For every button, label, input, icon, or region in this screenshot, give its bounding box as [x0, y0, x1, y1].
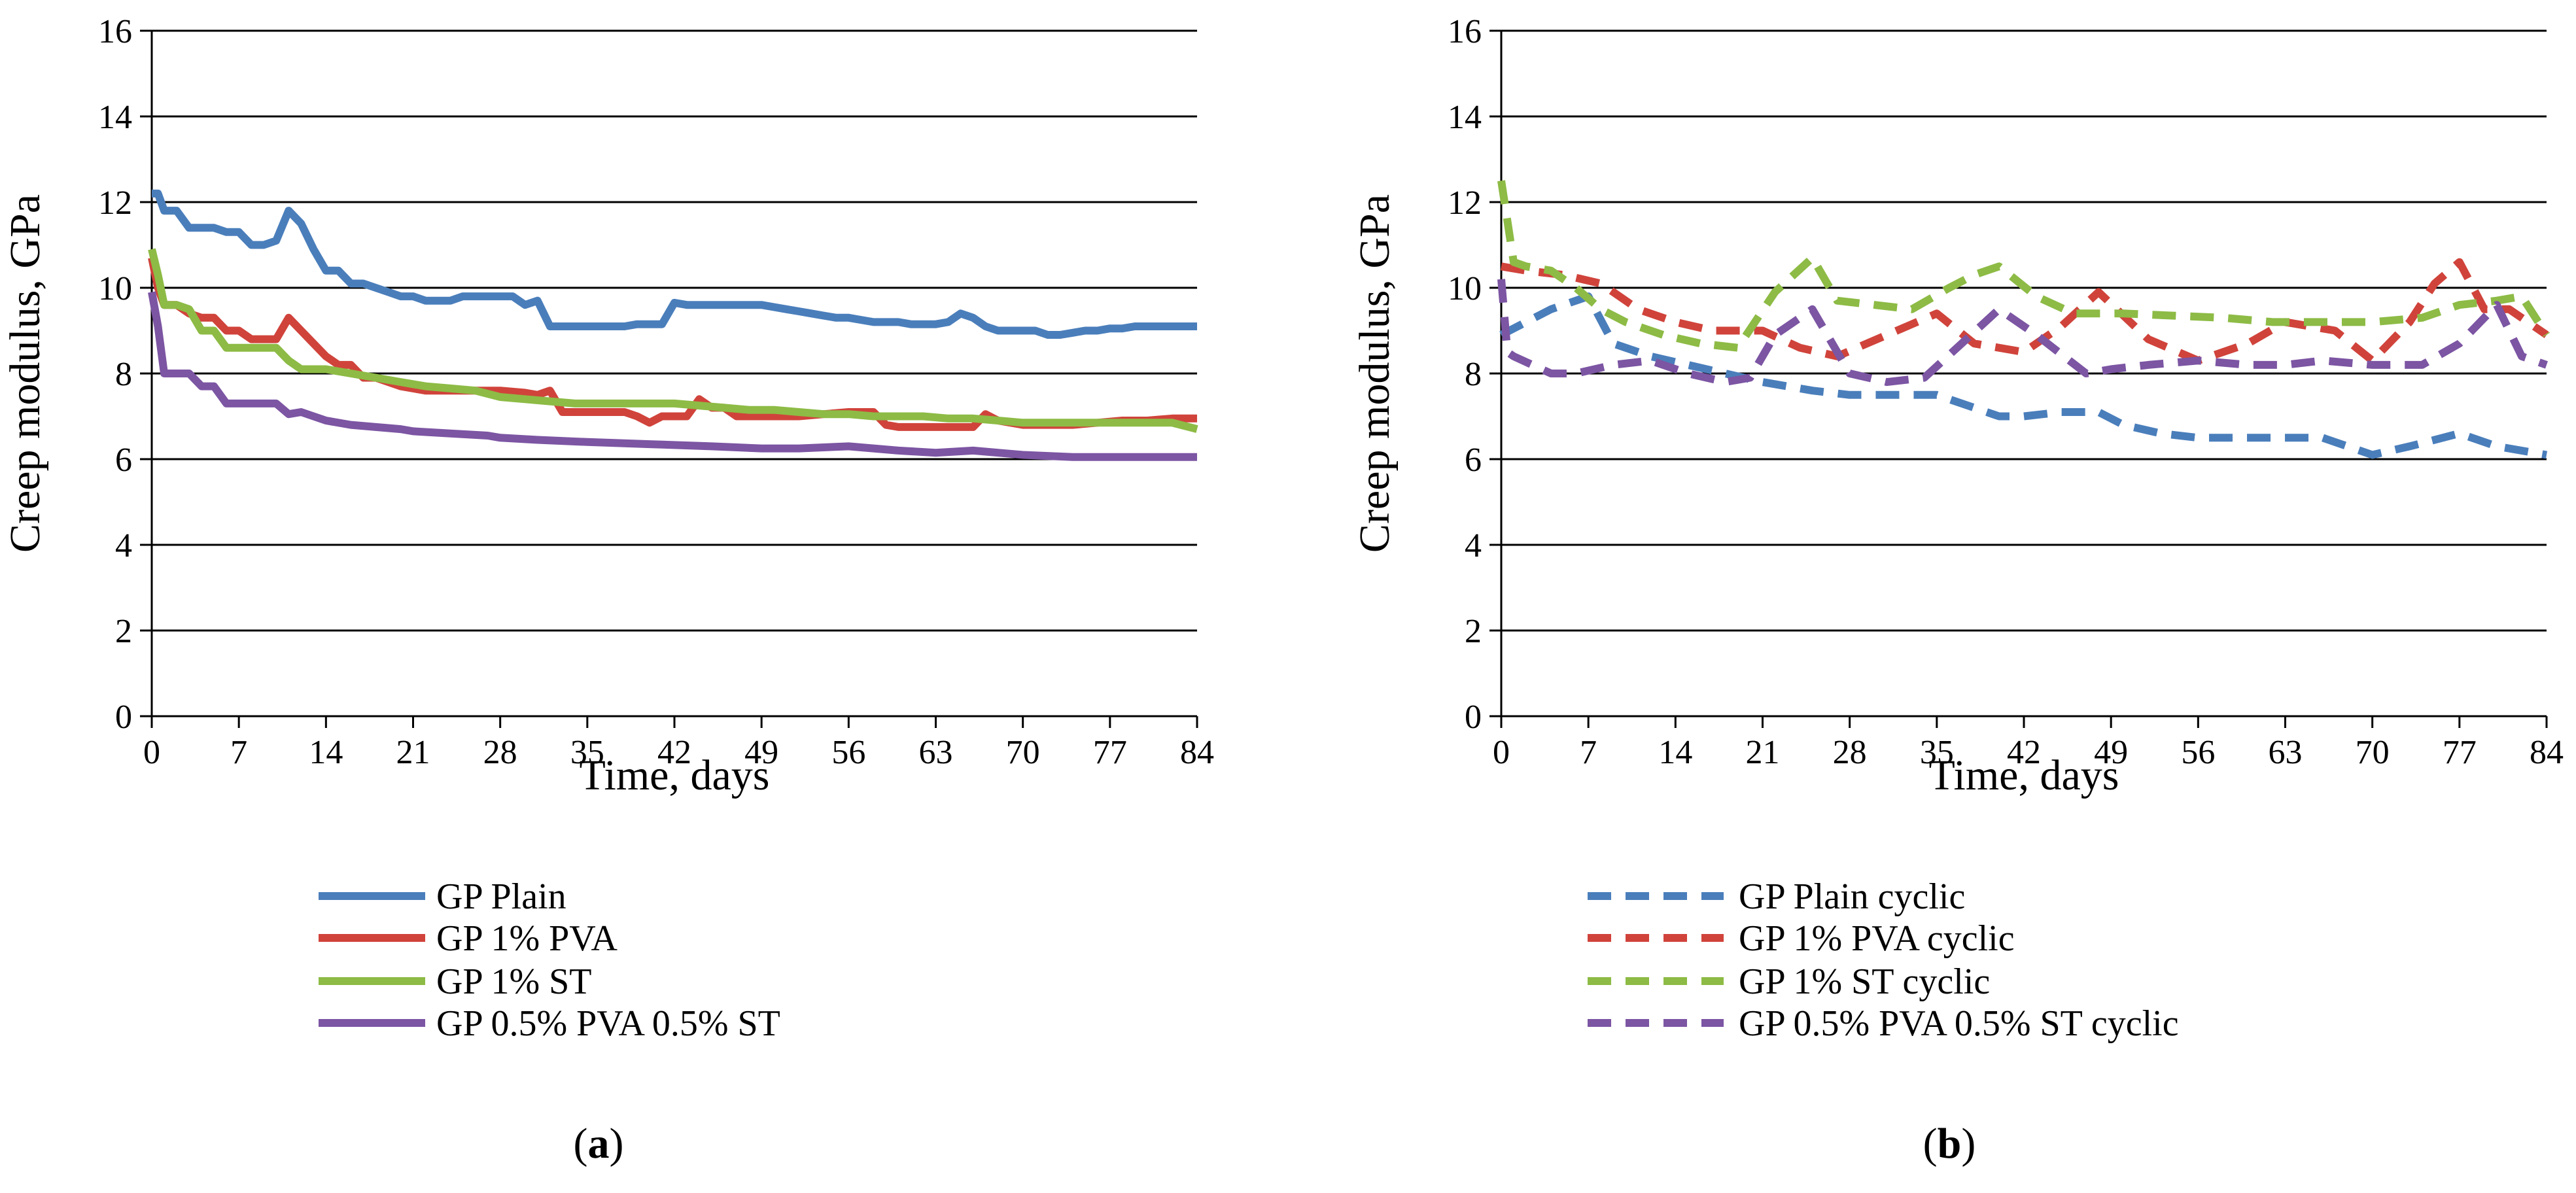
x-tick-label: 14 — [1658, 734, 1692, 771]
x-tick-label: 77 — [1093, 734, 1127, 771]
y-tick-label: 6 — [1465, 441, 1482, 479]
chart-panel-b: 0 2 4 6 8 10 12 14 16 0 7 14 21 28 35 42 49 56 63 70 77 84 Tim… — [1351, 13, 2564, 1167]
series-line-blue — [152, 189, 1197, 339]
y-tick-label: 0 — [115, 699, 132, 736]
panel-label-open-paren: ( — [574, 1120, 588, 1167]
y-tick-label: 0 — [1465, 699, 1482, 736]
y-tick-label: 10 — [98, 270, 132, 307]
y-tick-label: 6 — [115, 441, 132, 479]
y-tick-label: 10 — [1448, 270, 1482, 307]
y-axis-title: Creep modulus, GPa — [1351, 194, 1399, 553]
series-line-green — [1497, 180, 2550, 352]
x-tick-label: 77 — [2443, 734, 2477, 771]
legend-label: GP 1% PVA — [436, 918, 618, 959]
y-tick-label: 2 — [115, 613, 132, 650]
panel-label-letter: a — [588, 1120, 610, 1167]
panel-label-close-paren: ) — [1961, 1120, 1976, 1167]
chart-panel-a: 0 2 4 6 8 10 12 14 16 0 7 14 21 28 35 42 49 56 63 70 77 84 Tim… — [1, 13, 1214, 1167]
panel-label-open-paren: ( — [1923, 1120, 1938, 1167]
x-tick-label: 21 — [1746, 734, 1780, 771]
x-tick-label: 35 — [570, 734, 604, 771]
y-tick-label: 12 — [1448, 184, 1482, 222]
x-tick-label: 42 — [657, 734, 691, 771]
x-tick-label: 70 — [1006, 734, 1040, 771]
legend-label: GP 1% ST cyclic — [1739, 961, 1990, 1002]
y-tick-label: 14 — [1448, 99, 1482, 136]
x-tick-label: 42 — [2007, 734, 2041, 771]
legend-label: GP 0.5% PVA 0.5% ST cyclic — [1739, 1003, 2179, 1044]
legend-label: GP 0.5% PVA 0.5% ST — [436, 1003, 780, 1044]
x-tick-label: 56 — [2181, 734, 2215, 771]
x-tick-label: 0 — [143, 734, 160, 771]
x-tick-label: 49 — [744, 734, 778, 771]
x-axis-title: Time, days — [1929, 752, 2119, 799]
legend-label: GP Plain cyclic — [1739, 876, 1965, 917]
panel-label-letter: b — [1938, 1120, 1962, 1167]
series-line-red — [148, 256, 1197, 431]
x-tick-label: 7 — [1580, 734, 1597, 771]
x-axis-title: Time, days — [580, 752, 770, 799]
x-tick-label: 28 — [483, 734, 517, 771]
series-line-blue — [1499, 292, 2548, 459]
x-tick-label: 14 — [309, 734, 343, 771]
x-tick-label: 84 — [2530, 734, 2564, 771]
x-tick-label: 70 — [2356, 734, 2390, 771]
panel-label: (b) — [1923, 1120, 1976, 1167]
y-tick-label: 16 — [1448, 13, 1482, 50]
series-line-red — [1500, 258, 2549, 365]
y-tick-label: 4 — [1465, 527, 1482, 564]
legend-label: GP Plain — [436, 876, 566, 917]
legend-label: GP 1% ST — [436, 961, 592, 1002]
legend-label: GP 1% PVA cyclic — [1739, 918, 2015, 959]
y-tick-label: 16 — [98, 13, 132, 50]
x-tick-label: 63 — [2269, 734, 2303, 771]
y-tick-label: 12 — [98, 184, 132, 222]
series-line-green — [148, 248, 1198, 433]
y-tick-label: 8 — [115, 356, 132, 393]
x-tick-label: 0 — [1493, 734, 1510, 771]
panel-label-close-paren: ) — [610, 1120, 624, 1167]
series-line-purple — [1497, 279, 2548, 387]
x-tick-label: 28 — [1833, 734, 1867, 771]
x-tick-label: 49 — [2094, 734, 2128, 771]
x-tick-label: 84 — [1180, 734, 1214, 771]
panel-label: (a) — [574, 1120, 624, 1167]
x-tick-label: 21 — [396, 734, 430, 771]
x-tick-label: 56 — [831, 734, 865, 771]
x-tick-label: 7 — [230, 734, 247, 771]
x-tick-label: 35 — [1920, 734, 1954, 771]
x-tick-label: 63 — [919, 734, 953, 771]
y-tick-label: 14 — [98, 99, 132, 136]
y-tick-label: 2 — [1465, 613, 1482, 650]
y-tick-label: 8 — [1465, 356, 1482, 393]
y-tick-label: 4 — [115, 527, 132, 564]
series-line-purple — [148, 291, 1197, 461]
y-axis-title: Creep modulus, GPa — [1, 194, 49, 553]
